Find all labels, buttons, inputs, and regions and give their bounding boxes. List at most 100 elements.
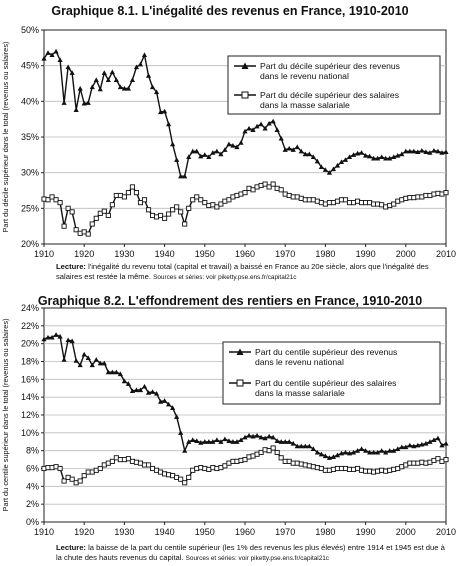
data-point [214, 437, 220, 443]
data-point [57, 333, 63, 339]
data-point [415, 149, 421, 155]
data-point [81, 473, 87, 479]
y-tick-label: 18% [21, 357, 39, 367]
data-point [363, 152, 369, 158]
legend-marker [236, 348, 244, 355]
data-point [415, 442, 421, 448]
data-point [149, 465, 156, 472]
data-point [254, 123, 260, 129]
note-text: la baisse de la part du centile supérieu… [56, 543, 445, 562]
series-0 [41, 332, 449, 460]
legend-entry-line: dans la masse salariale [260, 100, 350, 110]
data-point [198, 153, 204, 159]
data-point [49, 334, 55, 340]
data-point [423, 192, 429, 199]
data-point [202, 152, 208, 157]
chart-plot-income-inequality: 20% 25% 30% 35% 40% 45% 50% 1910 1920 1930 1940 195… [1, 25, 456, 259]
legend-marker [241, 91, 249, 99]
data-point [439, 442, 445, 448]
y-tick-label: 35% [21, 132, 39, 142]
data-point [294, 144, 300, 150]
data-point [278, 439, 284, 444]
data-point [178, 209, 184, 215]
data-point [246, 454, 252, 460]
data-point [318, 451, 324, 457]
y-tick-label: 12% [21, 410, 39, 420]
data-point [242, 190, 248, 196]
data-point [93, 77, 99, 83]
data-point [358, 446, 365, 451]
data-point [141, 197, 148, 203]
data-point [121, 194, 127, 200]
data-point [113, 369, 119, 375]
data-point [439, 150, 445, 155]
data-point [443, 440, 449, 446]
data-point [355, 465, 361, 472]
data-point [97, 465, 103, 472]
data-point [45, 197, 51, 203]
data-point [250, 187, 256, 193]
series-1 [41, 181, 449, 237]
data-point [246, 185, 252, 191]
data-point [170, 141, 176, 147]
legend-entry-line: dans le revenu national [255, 357, 344, 367]
data-point [117, 371, 123, 377]
data-point [133, 459, 140, 465]
data-point [49, 194, 55, 200]
data-point [391, 201, 397, 207]
data-point [214, 204, 220, 210]
chart-note: Lecture: l'inégalité du revenu total (ca… [56, 262, 452, 283]
series-1 [41, 445, 449, 486]
data-point [194, 438, 200, 443]
data-point [334, 198, 341, 204]
data-point [379, 154, 385, 160]
data-point [262, 125, 268, 131]
data-point [286, 145, 292, 151]
data-point [53, 332, 59, 337]
x-tick-label: 1960 [235, 249, 255, 259]
data-point [162, 108, 168, 114]
data-point [85, 231, 91, 237]
data-point [145, 390, 152, 395]
data-point [419, 441, 425, 447]
data-point [314, 158, 320, 164]
data-point [435, 148, 441, 154]
data-point [194, 465, 200, 472]
data-point [338, 450, 345, 456]
data-point [246, 432, 252, 438]
data-point [158, 212, 164, 219]
data-point [222, 147, 228, 152]
data-point [210, 150, 216, 155]
data-point [282, 439, 288, 444]
data-point [69, 70, 75, 75]
data-point [89, 221, 95, 227]
x-tick-label: 1990 [356, 249, 376, 259]
data-point [258, 449, 264, 456]
data-point [258, 434, 264, 440]
data-point [53, 197, 59, 203]
data-point [407, 148, 413, 154]
data-point [149, 389, 156, 394]
data-point [61, 357, 67, 362]
data-point [186, 439, 192, 444]
legend: Part du décile supérieur des revenus dans… [227, 55, 441, 115]
data-point [166, 401, 172, 407]
data-point [89, 469, 95, 475]
y-tick-label: 4% [26, 481, 39, 491]
data-point [234, 439, 240, 444]
legend-entry-line: Part du centile supérieur des salaires [255, 378, 396, 388]
data-point [419, 147, 425, 153]
y-tick-label: 50% [21, 25, 39, 35]
data-point [326, 170, 333, 175]
data-point [93, 357, 99, 362]
data-point [61, 100, 67, 105]
data-point [57, 465, 63, 472]
data-point [97, 360, 103, 366]
data-point [298, 461, 304, 467]
note-source: Sources et séries: voir piketty.pse.ens.… [153, 274, 297, 281]
data-point [322, 201, 328, 207]
data-point [65, 337, 71, 343]
data-point [395, 446, 401, 451]
data-point [186, 474, 192, 480]
legend-entry-line: Part du décile supérieur des revenus [260, 61, 400, 71]
